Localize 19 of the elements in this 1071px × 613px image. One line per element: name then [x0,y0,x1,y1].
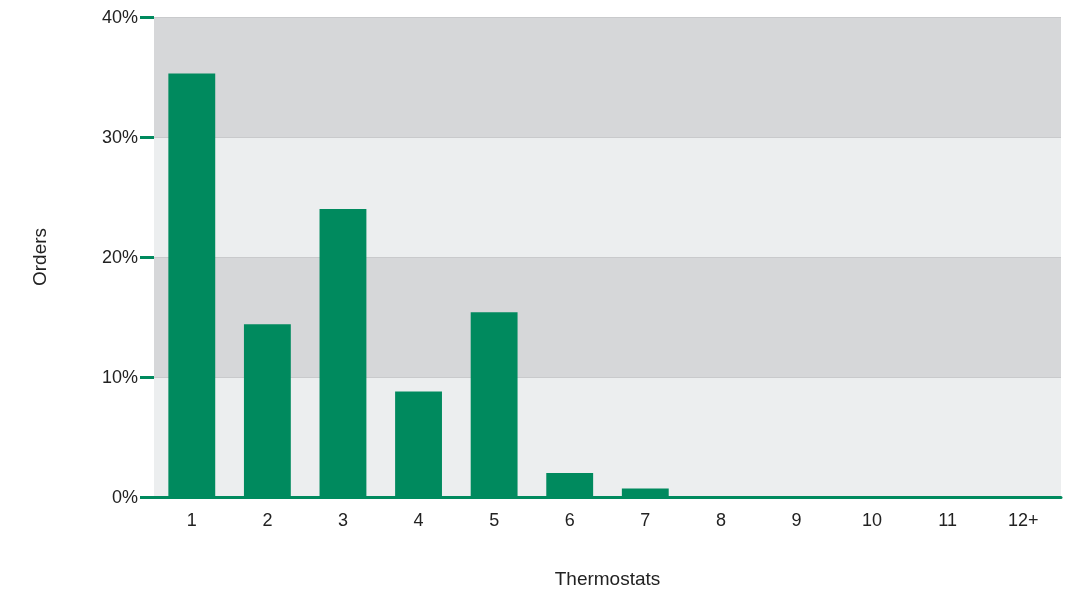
x-tick-label: 1 [186,510,197,530]
x-tick-label: 5 [489,510,500,530]
x-axis-title: Thermostats [554,568,661,589]
x-tick-label: 4 [413,510,424,530]
y-tick-label: 20% [101,247,138,267]
y-tick-label: 0% [111,487,138,507]
x-tick-label: 8 [715,510,726,530]
x-tick-label: 7 [640,510,651,530]
x-tick-label: 6 [564,510,575,530]
y-tick-label: 40% [101,7,138,27]
x-tick-label: 3 [337,510,348,530]
y-tick-label: 30% [101,127,138,147]
x-tick-label: 2 [262,510,273,530]
x-tick-label: 9 [791,510,802,530]
y-tick-label: 10% [101,367,138,387]
y-axis-title: Orders [29,227,50,287]
x-tick-label: 12+ [1007,510,1039,530]
x-tick-label: 11 [938,510,957,530]
x-tick-label: 10 [862,510,883,530]
